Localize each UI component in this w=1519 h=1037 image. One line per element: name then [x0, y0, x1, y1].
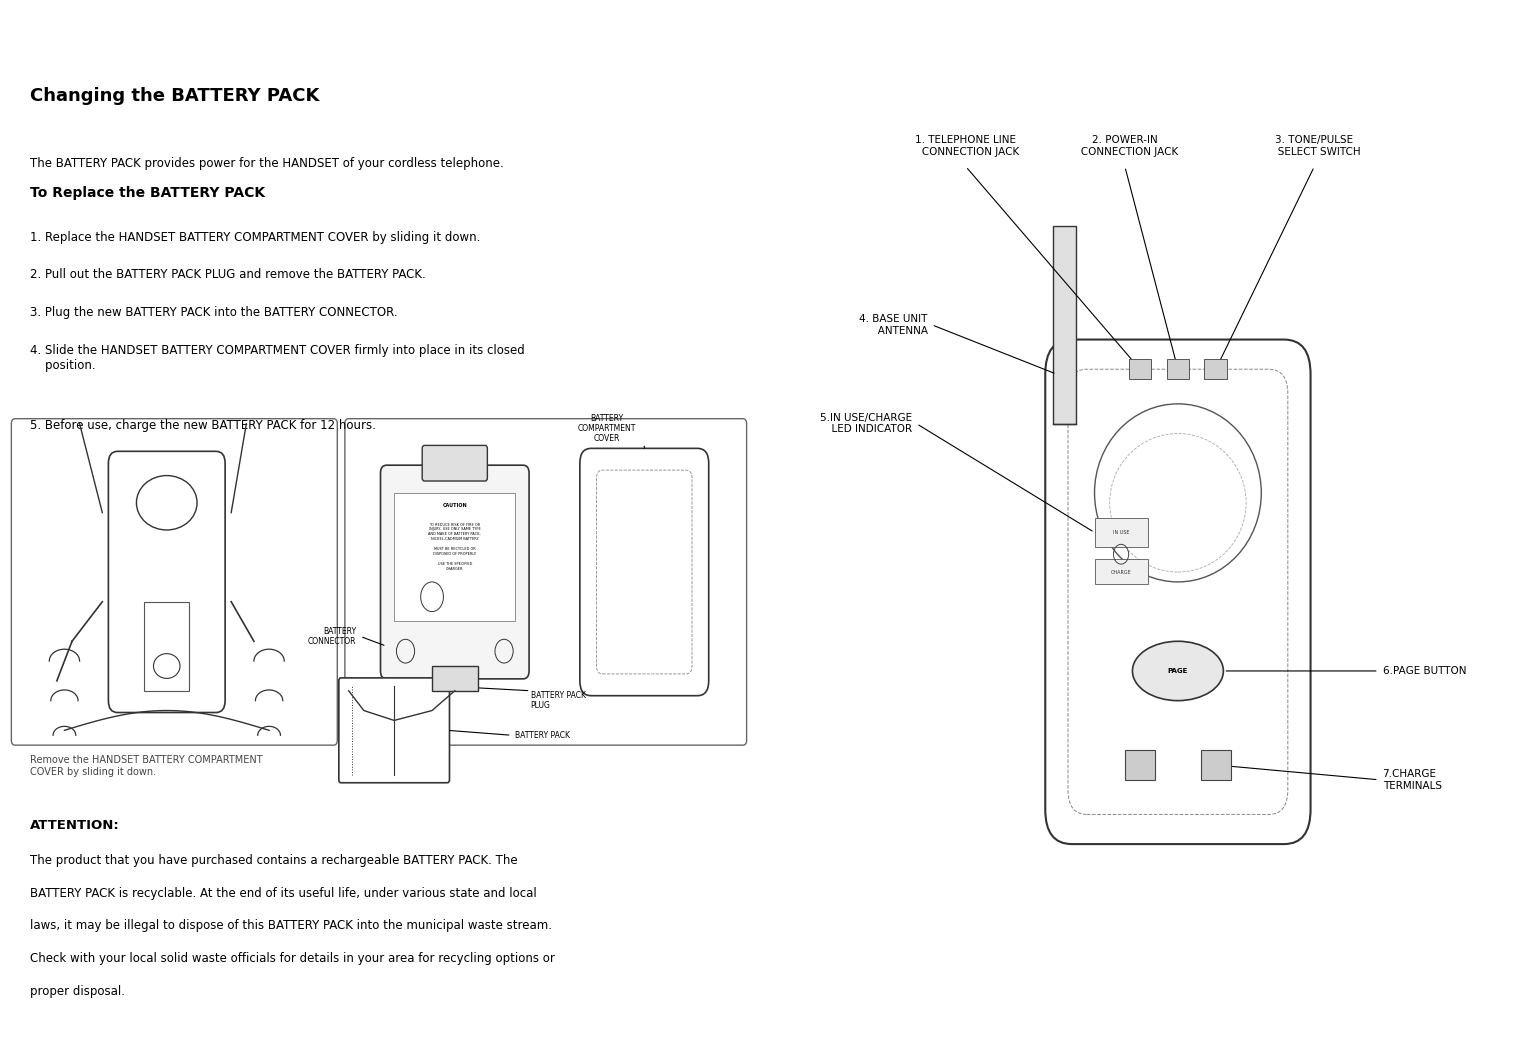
Text: PAGE: PAGE — [1168, 668, 1188, 674]
Text: 1. Replace the HANDSET BATTERY COMPARTMENT COVER by sliding it down.: 1. Replace the HANDSET BATTERY COMPARTME… — [30, 230, 480, 244]
Text: ATTENTION:: ATTENTION: — [30, 819, 120, 833]
Text: BATTERY PACK
PLUG: BATTERY PACK PLUG — [530, 691, 586, 710]
Bar — [1129, 360, 1151, 380]
Bar — [393, 493, 515, 621]
FancyBboxPatch shape — [339, 678, 450, 783]
Text: 15: 15 — [237, 1001, 264, 1019]
Text: laws, it may be illegal to dispose of this BATTERY PACK into the municipal waste: laws, it may be illegal to dispose of th… — [30, 919, 553, 932]
Bar — [1126, 750, 1154, 780]
Text: CAUTION: CAUTION — [442, 503, 468, 508]
Ellipse shape — [1133, 641, 1223, 701]
Bar — [144, 601, 190, 691]
Bar — [1095, 559, 1147, 584]
Text: BATTERY PACK: BATTERY PACK — [515, 731, 571, 739]
Text: The product that you have purchased contains a rechargeable BATTERY PACK. The: The product that you have purchased cont… — [30, 854, 518, 867]
Text: Changing the BATTERY PACK: Changing the BATTERY PACK — [30, 15, 321, 33]
Text: BATTERY PACK is recyclable. At the end of its useful life, under various state a: BATTERY PACK is recyclable. At the end o… — [30, 887, 538, 900]
Text: 7.CHARGE
TERMINALS: 7.CHARGE TERMINALS — [1382, 769, 1442, 790]
Text: 2. POWER-IN
   CONNECTION JACK: 2. POWER-IN CONNECTION JACK — [1071, 135, 1179, 157]
Text: 4: 4 — [1004, 1001, 1016, 1019]
Text: Remove the HANDSET BATTERY COMPARTMENT
COVER by sliding it down.: Remove the HANDSET BATTERY COMPARTMENT C… — [30, 755, 263, 777]
FancyBboxPatch shape — [580, 448, 709, 696]
Text: 3. TONE/PULSE
   SELECT SWITCH: 3. TONE/PULSE SELECT SWITCH — [1268, 135, 1361, 157]
Text: CHARGE: CHARGE — [1110, 569, 1132, 574]
Bar — [1167, 360, 1189, 380]
Text: 2. Pull out the BATTERY PACK PLUG and remove the BATTERY PACK.: 2. Pull out the BATTERY PACK PLUG and re… — [30, 269, 425, 281]
Bar — [1200, 750, 1230, 780]
FancyBboxPatch shape — [422, 446, 488, 481]
Text: 1. TELEPHONE LINE
   CONNECTION JACK: 1. TELEPHONE LINE CONNECTION JACK — [911, 135, 1019, 157]
Text: Check with your local solid waste officials for details in your area for recycli: Check with your local solid waste offici… — [30, 952, 554, 964]
Bar — [1095, 517, 1147, 548]
Text: The BATTERY PACK provides power for the HANDSET of your cordless telephone.: The BATTERY PACK provides power for the … — [30, 157, 504, 169]
Text: Changing the BATTERY PACK: Changing the BATTERY PACK — [30, 87, 319, 106]
Text: 5. Before use, charge the new BATTERY PACK for 12 hours.: 5. Before use, charge the new BATTERY PA… — [30, 419, 377, 431]
Text: TO REDUCE RISK OF FIRE OR
INJURY, USE ONLY SAME TYPE
AND MAKE OF BATTERY PACK,
N: TO REDUCE RISK OF FIRE OR INJURY, USE ON… — [428, 523, 482, 570]
Bar — [1053, 226, 1075, 424]
FancyBboxPatch shape — [345, 419, 747, 746]
FancyBboxPatch shape — [380, 466, 529, 679]
Text: 4. Slide the HANDSET BATTERY COMPARTMENT COVER firmly into place in its closed
 : 4. Slide the HANDSET BATTERY COMPARTMENT… — [30, 343, 526, 371]
Bar — [431, 666, 477, 691]
Text: BATTERY
COMPARTMENT
COVER: BATTERY COMPARTMENT COVER — [577, 414, 635, 444]
Bar — [1205, 360, 1227, 380]
Text: BASE UNIT Controls: BASE UNIT Controls — [790, 15, 989, 33]
Text: proper disposal.: proper disposal. — [30, 984, 126, 998]
FancyBboxPatch shape — [11, 419, 337, 746]
Text: 5.IN USE/CHARGE
  LED INDICATOR: 5.IN USE/CHARGE LED INDICATOR — [820, 413, 913, 435]
Text: IN USE: IN USE — [1113, 530, 1129, 535]
Text: 6.PAGE BUTTON: 6.PAGE BUTTON — [1382, 666, 1466, 676]
Text: 3. Plug the new BATTERY PACK into the BATTERY CONNECTOR.: 3. Plug the new BATTERY PACK into the BA… — [30, 306, 398, 319]
Text: BATTERY
CONNECTOR: BATTERY CONNECTOR — [308, 626, 357, 646]
Text: To Replace the BATTERY PACK: To Replace the BATTERY PACK — [30, 187, 266, 200]
Text: 4. BASE UNIT
   ANTENNA: 4. BASE UNIT ANTENNA — [860, 314, 928, 336]
FancyBboxPatch shape — [1045, 339, 1311, 844]
